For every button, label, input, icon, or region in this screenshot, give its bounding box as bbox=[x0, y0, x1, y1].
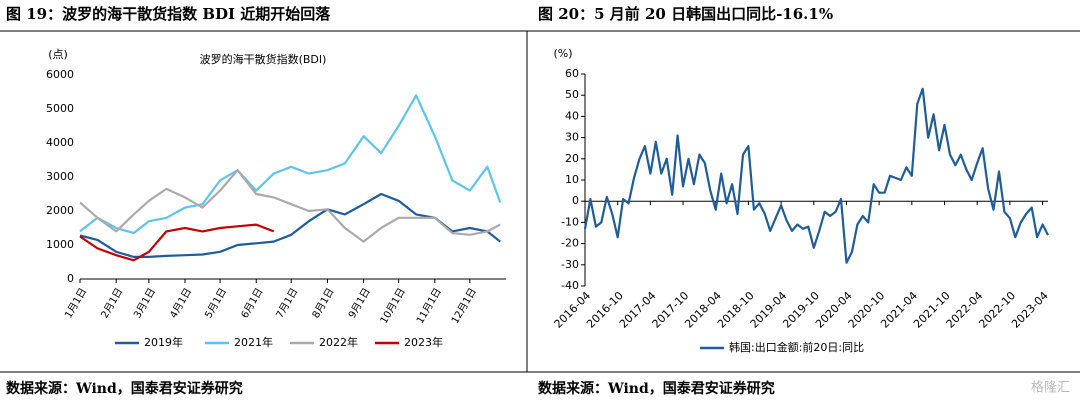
y-tick-label: 2000 bbox=[46, 204, 74, 217]
y-tick-label: 60 bbox=[565, 67, 579, 80]
source: 数据来源：Wind，国泰君安证券研究 bbox=[538, 380, 775, 397]
y-tick-label: -10 bbox=[561, 215, 579, 228]
legend-label: 2023年 bbox=[404, 335, 443, 349]
x-tick-label: 9月1日 bbox=[346, 286, 373, 320]
legend-label: 2021年 bbox=[234, 335, 273, 349]
chart-title: 图 20：5 月前 20 日韩国出口同比-16.1% bbox=[538, 5, 833, 23]
y-tick-label: -30 bbox=[561, 258, 579, 271]
y-tick-label: 4000 bbox=[46, 136, 74, 149]
chart-subtitle: 波罗的海干散货指数(BDI) bbox=[200, 52, 327, 66]
y-tick-label: 30 bbox=[565, 131, 579, 144]
x-tick-label: 2023-04 bbox=[1009, 289, 1051, 331]
y-tick-label: 10 bbox=[565, 173, 579, 186]
y-tick-label: 50 bbox=[565, 88, 579, 101]
series-line bbox=[79, 94, 502, 235]
x-tick-label: 2月1日 bbox=[99, 286, 126, 320]
y-tick-label: 5000 bbox=[46, 102, 74, 115]
y-tick-label: 1000 bbox=[46, 238, 74, 251]
x-tick-label: 1月1日 bbox=[62, 286, 89, 320]
x-tick-label: 5月1日 bbox=[202, 286, 229, 320]
y-tick-label: 3000 bbox=[46, 170, 74, 183]
y-tick-label: 6000 bbox=[46, 68, 74, 81]
series-line bbox=[583, 87, 1049, 264]
x-tick-label: 3月1日 bbox=[131, 286, 158, 320]
y-tick-label: 20 bbox=[565, 152, 579, 165]
x-tick-label: 6月1日 bbox=[239, 286, 266, 320]
x-tick-label: 12月1日 bbox=[449, 286, 479, 326]
x-tick-label: 11月1日 bbox=[414, 286, 444, 326]
y-axis-label: (%) bbox=[553, 47, 572, 60]
legend-label: 2019年 bbox=[144, 335, 183, 349]
legend-label: 2022年 bbox=[319, 335, 358, 349]
y-tick-label: 0 bbox=[572, 194, 579, 207]
y-tick-label: -40 bbox=[561, 279, 579, 292]
chart-title: 图 19：波罗的海干散货指数 BDI 近期开始回落 bbox=[6, 5, 331, 23]
x-tick-label: 10月1日 bbox=[378, 286, 408, 326]
x-tick-label: 8月1日 bbox=[310, 286, 337, 320]
legend-label: 韩国:出口金额:前20日:同比 bbox=[729, 340, 864, 354]
y-axis-label: (点) bbox=[48, 48, 68, 61]
x-tick-label: 4月1日 bbox=[167, 286, 194, 320]
series-line bbox=[79, 223, 275, 262]
source: 数据来源：Wind，国泰君安证券研究 bbox=[6, 380, 243, 397]
x-tick-label: 7月1日 bbox=[274, 286, 301, 320]
y-tick-label: 40 bbox=[565, 109, 579, 122]
series-line bbox=[79, 169, 501, 243]
y-tick-label: 0 bbox=[67, 272, 74, 285]
y-tick-label: -20 bbox=[561, 237, 579, 250]
watermark: 格隆汇 bbox=[1031, 380, 1070, 396]
